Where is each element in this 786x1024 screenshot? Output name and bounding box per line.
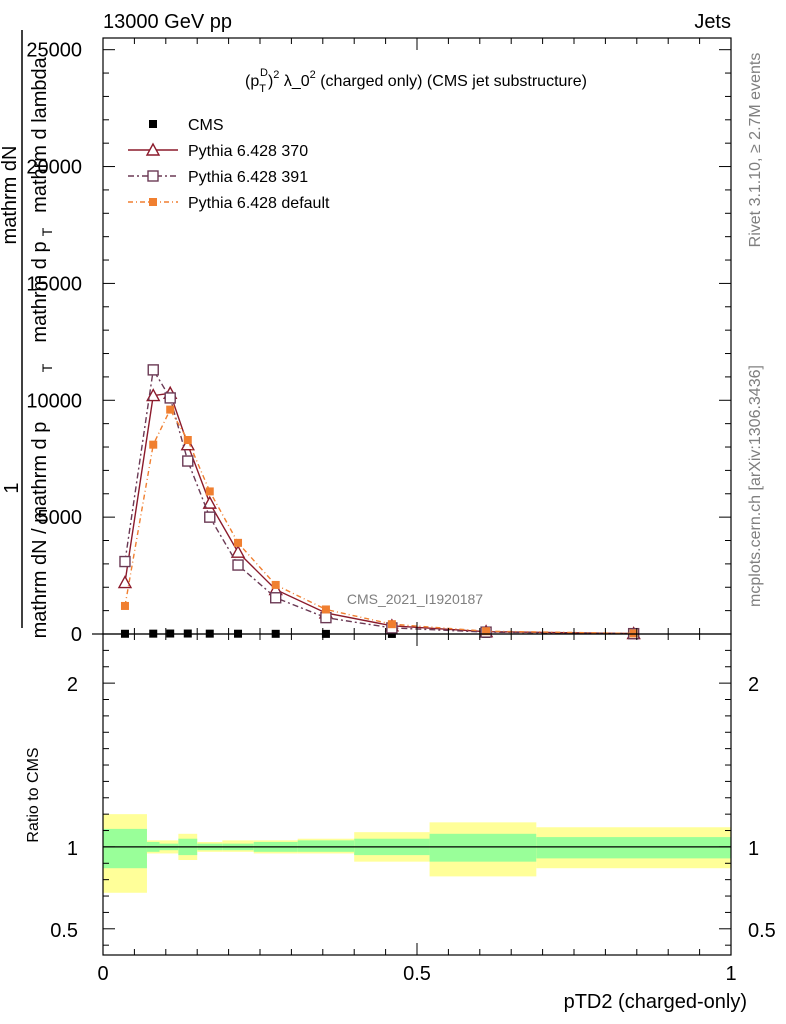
title-sup-2b: 2 xyxy=(310,69,316,81)
point-pythia-6-428-default xyxy=(234,538,243,547)
point-pythia-6-428-370 xyxy=(117,575,133,589)
main-series xyxy=(117,364,641,640)
title-close: ) xyxy=(268,73,273,90)
ratio-y-tick-label: 1 xyxy=(67,838,78,860)
ratio-inner-band-bin xyxy=(536,837,731,859)
ratio-y-tick-label-right: 0.5 xyxy=(748,920,776,942)
point-pythia-6-428-391 xyxy=(147,364,159,376)
legend-marker-cms xyxy=(149,120,157,128)
legend-marker-pythia-6-428-391 xyxy=(147,170,159,182)
analysis-watermark: CMS_2021_I1920187 xyxy=(347,591,483,607)
point-pythia-6-428-default xyxy=(271,580,280,589)
legend-label-pythia-6-428-default: Pythia 6.428 default xyxy=(188,195,330,212)
x-axis-title: pTD2 (charged-only) xyxy=(564,991,747,1013)
point-pythia-6-428-391 xyxy=(164,392,176,404)
energy-label: 13000 GeV pp xyxy=(103,11,232,33)
main-y-tick-label: 20000 xyxy=(26,157,82,179)
point-pythia-6-428-391 xyxy=(320,611,332,624)
point-pythia-6-428-default xyxy=(321,605,330,614)
point-pythia-6-428-391 xyxy=(232,559,244,571)
main-y-tick-label: 0 xyxy=(71,624,82,646)
ylabel-dlambda: mathrm d lambda xyxy=(29,56,51,212)
point-pythia-6-428-default xyxy=(149,440,158,449)
point-pythia-6-428-370 xyxy=(202,495,217,509)
point-pythia-6-428-391 xyxy=(270,592,282,604)
point-pythia-6-428-default xyxy=(183,436,192,445)
ylabel-denominator-sub: T xyxy=(39,363,55,372)
legend-label-pythia-6-428-391: Pythia 6.428 391 xyxy=(188,169,308,186)
point-pythia-6-428-370 xyxy=(230,544,246,558)
point-pythia-6-428-default xyxy=(387,620,396,629)
legend-marker-pythia-6-428-default xyxy=(149,198,157,206)
title-sup-2a: 2 xyxy=(273,69,279,81)
title-sub-t: T xyxy=(259,83,266,95)
ratio-y-label: Ratio to CMS xyxy=(25,747,42,842)
ylabel-dpt: mathrm d p xyxy=(29,241,51,342)
point-pythia-6-428-391 xyxy=(119,555,131,568)
point-pythia-6-428-370 xyxy=(180,437,195,451)
title-p: (p xyxy=(245,73,259,90)
main-y-tick-label: 25000 xyxy=(26,40,82,62)
main-y-tick-label: 5000 xyxy=(38,507,83,529)
ratio-bands xyxy=(103,814,731,893)
title-sup-d: D xyxy=(260,67,268,79)
main-y-tick-label: 15000 xyxy=(26,273,82,295)
point-pythia-6-428-370 xyxy=(146,388,161,402)
legend-label-pythia-6-428-370: Pythia 6.428 370 xyxy=(188,143,308,160)
legend: CMS Pythia 6.428 370 Pythia 6.428 391 Pythi… xyxy=(128,117,330,212)
ratio-inner-band-bin xyxy=(103,828,147,869)
ratio-y-tick-label-right: 1 xyxy=(748,838,759,860)
legend-marker-pythia-6-428-370 xyxy=(145,142,161,156)
category-label: Jets xyxy=(694,11,731,33)
title-rest: (charged only) (CMS jet substructure) xyxy=(316,73,587,90)
main-title: (pTD)2 λ_02 (charged only) (CMS jet subs… xyxy=(245,67,587,95)
point-pythia-6-428-default xyxy=(482,627,491,636)
rivet-label: Rivet 3.1.10, ≥ 2.7M events xyxy=(747,53,764,248)
point-pythia-6-428-391 xyxy=(182,455,194,467)
ratio-y-tick-label-right: 2 xyxy=(748,674,759,696)
ylabel-denominator: mathrm dN / mathrm d p xyxy=(29,422,51,639)
ratio-inner-band-bin xyxy=(429,833,537,862)
point-pythia-6-428-391 xyxy=(204,511,216,523)
legend-label-cms: CMS xyxy=(188,117,224,134)
ratio-y-tick-label: 2 xyxy=(67,674,78,696)
ylabel-dpt-sub: T xyxy=(39,227,55,236)
point-pythia-6-428-default xyxy=(205,487,214,496)
point-pythia-6-428-default xyxy=(166,405,175,414)
x-tick-label: 1 xyxy=(725,963,736,985)
ratio-plot-frame xyxy=(102,633,732,956)
main-y-label: 1 mathrm dN / mathrm d p T mathrm dN mat… xyxy=(0,30,55,638)
axes: 0 5000 10000 15000 20000 25000 0 0.5 1 0.5 0.5 1 1 2 2 xyxy=(26,37,776,985)
x-tick-label: 0 xyxy=(97,963,108,985)
main-y-tick-label: 10000 xyxy=(26,390,82,412)
point-pythia-6-428-default xyxy=(120,601,129,610)
title-lambda: λ_0 xyxy=(279,73,309,90)
ratio-y-tick-label: 0.5 xyxy=(50,920,78,942)
x-tick-label: 0.5 xyxy=(403,963,431,985)
ratio-inner-band-bin xyxy=(297,840,355,852)
ylabel-one: 1 xyxy=(1,482,23,493)
mcplots-label: mcplots.cern.ch [arXiv:1306.3436] xyxy=(747,365,764,607)
ylabel-numerator: mathrm dN xyxy=(0,146,21,245)
